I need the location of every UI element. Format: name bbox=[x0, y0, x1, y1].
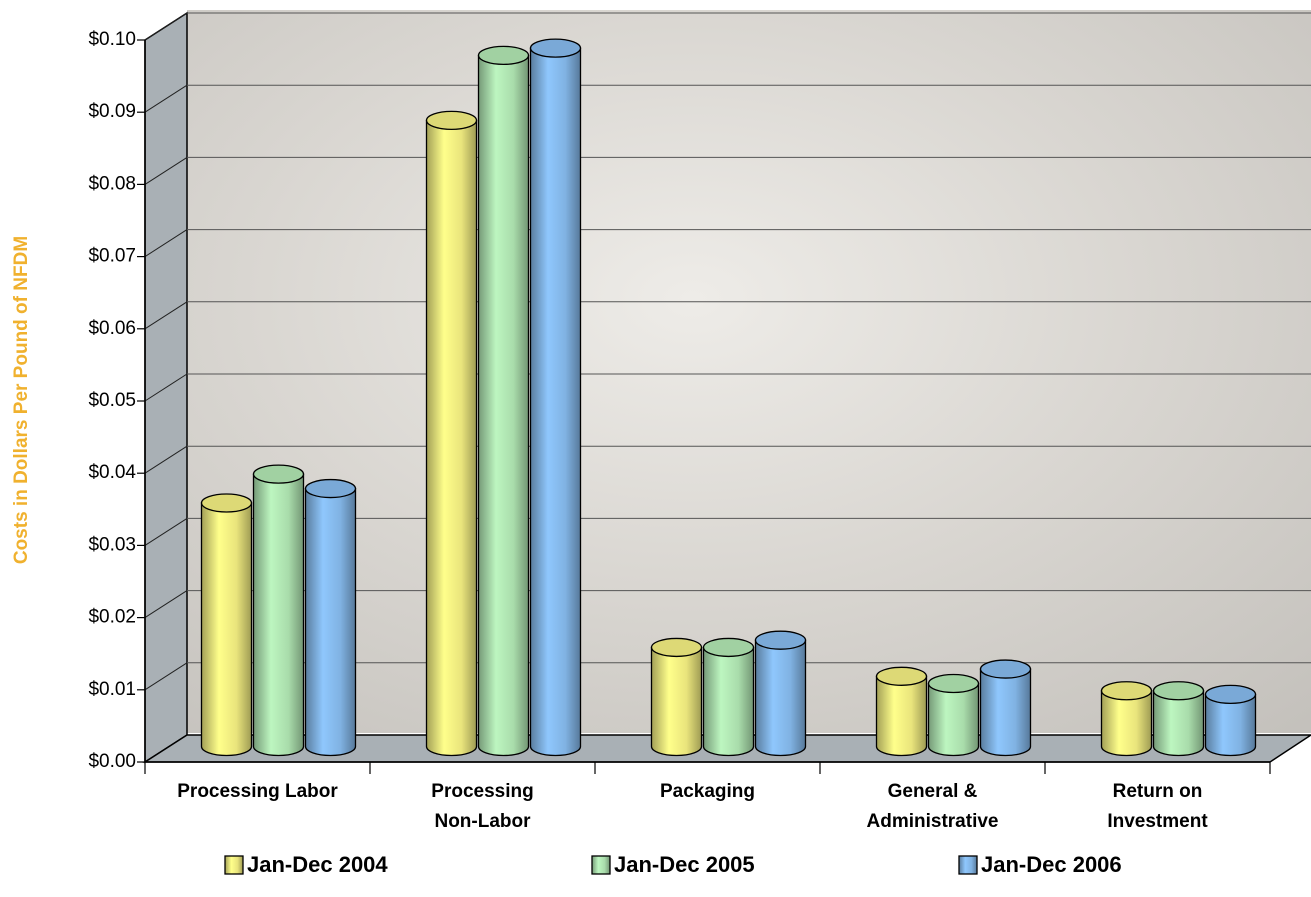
grid-line bbox=[144, 12, 188, 41]
bar-cap bbox=[754, 630, 807, 650]
bar-cap bbox=[927, 673, 980, 694]
bar bbox=[252, 473, 305, 757]
bar bbox=[200, 502, 253, 757]
bar-cap bbox=[425, 110, 478, 131]
bar-cap bbox=[529, 38, 582, 58]
bar bbox=[875, 675, 928, 757]
bar bbox=[1152, 690, 1205, 757]
bar-cap bbox=[650, 637, 703, 658]
bar bbox=[1204, 693, 1257, 757]
bar bbox=[477, 54, 530, 757]
bar-cap bbox=[304, 478, 357, 499]
y-tick-label: $0.09 bbox=[88, 101, 136, 122]
bar-cap bbox=[252, 464, 305, 484]
grid-line bbox=[144, 301, 188, 330]
grid-line bbox=[144, 662, 188, 691]
bar-cap bbox=[702, 637, 755, 658]
y-tick-label: $0.03 bbox=[88, 534, 136, 555]
bar-cap bbox=[200, 493, 253, 513]
legend-swatch bbox=[224, 855, 244, 875]
bar-cap bbox=[1152, 681, 1205, 701]
legend-label: Jan-Dec 2005 bbox=[614, 852, 755, 877]
x-tick-label: Packaging bbox=[660, 781, 755, 802]
x-tick-label: General & Administrative bbox=[867, 781, 999, 832]
y-tick-label: $0.02 bbox=[88, 607, 136, 628]
x-tick-label: Processing Labor bbox=[177, 781, 338, 802]
y-tick-label: $0.05 bbox=[88, 390, 136, 411]
bar bbox=[304, 487, 357, 757]
y-tick-label: $0.00 bbox=[88, 751, 136, 772]
x-tick-label: Processing Non-Labor bbox=[431, 781, 533, 832]
grid-line bbox=[144, 373, 188, 402]
x-tick-label: Return on Investment bbox=[1107, 781, 1208, 832]
bar-cap bbox=[1100, 681, 1153, 701]
grid-line bbox=[144, 517, 188, 546]
bar-cap bbox=[979, 659, 1032, 679]
legend-label: Jan-Dec 2004 bbox=[247, 852, 388, 877]
grid-line bbox=[144, 156, 188, 185]
bar bbox=[425, 119, 478, 757]
bar bbox=[650, 646, 703, 757]
bar-cap bbox=[1204, 684, 1257, 704]
grid-line bbox=[144, 84, 188, 113]
y-tick-label: $0.04 bbox=[88, 462, 136, 483]
y-axis-title: Costs in Dollars Per Pound of NFDM bbox=[11, 236, 32, 564]
bar bbox=[702, 646, 755, 757]
grid-line bbox=[144, 445, 188, 474]
legend-label: Jan-Dec 2006 bbox=[981, 852, 1122, 877]
grid-line bbox=[144, 590, 188, 619]
y-tick-label: $0.06 bbox=[88, 318, 136, 339]
y-tick-label: $0.10 bbox=[88, 29, 136, 50]
y-tick-label: $0.07 bbox=[88, 246, 136, 267]
bar bbox=[754, 639, 807, 757]
bar bbox=[927, 682, 980, 757]
y-tick-label: $0.01 bbox=[88, 679, 136, 700]
legend-swatch bbox=[958, 855, 978, 875]
legend-swatch bbox=[591, 855, 611, 875]
bar bbox=[979, 668, 1032, 757]
grid-line bbox=[144, 229, 188, 258]
bar bbox=[529, 47, 582, 757]
y-tick-label: $0.08 bbox=[88, 173, 136, 194]
bar-cap bbox=[477, 45, 530, 66]
bar-cap bbox=[875, 666, 928, 686]
bar bbox=[1100, 690, 1153, 757]
